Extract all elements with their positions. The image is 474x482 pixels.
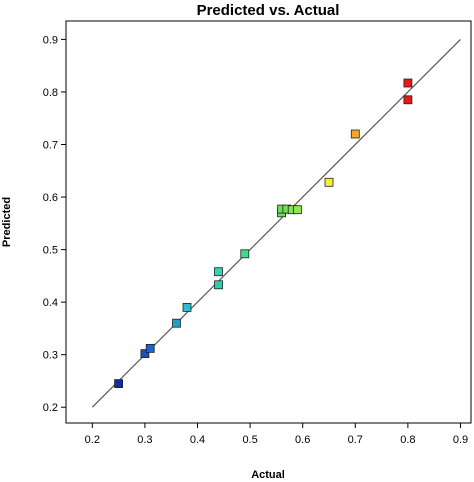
data-point (350, 129, 360, 139)
x-tick-label: 0.4 (190, 434, 205, 446)
x-tick-label: 0.9 (453, 434, 468, 446)
data-point (145, 343, 155, 353)
x-tick-label: 0.5 (242, 434, 257, 446)
data-point (140, 349, 150, 359)
x-tick-label: 0.6 (295, 434, 310, 446)
y-tick-label: 0.3 (43, 350, 58, 362)
x-tick-label: 0.8 (400, 434, 415, 446)
y-tick-label: 0.6 (43, 192, 58, 204)
data-point (324, 177, 334, 187)
x-axis: 0.2 0.3 0.4 0.5 0.6 0.7 0.8 0.9 (85, 423, 468, 446)
data-point (292, 205, 302, 215)
data-point (114, 379, 123, 389)
x-tick-label: 0.2 (85, 434, 100, 446)
data-point (403, 95, 413, 105)
y-tick-label: 0.9 (43, 34, 58, 46)
x-tick-label: 0.7 (348, 434, 363, 446)
y-axis: 0.2 0.3 0.4 0.5 0.6 0.7 0.8 0.9 (43, 34, 66, 414)
data-points (114, 78, 413, 389)
y-tick-label: 0.7 (43, 139, 58, 151)
data-point (214, 267, 223, 277)
data-point (172, 318, 181, 328)
y-tick-label: 0.2 (43, 402, 58, 414)
data-point (214, 280, 223, 290)
plot-frame (65, 20, 472, 424)
x-tick-label: 0.3 (137, 434, 152, 446)
x-axis-label: Actual (251, 469, 285, 481)
y-tick-label: 0.5 (43, 245, 58, 257)
chart-title: Predicted vs. Actual (197, 2, 340, 19)
y-tick-label: 0.4 (43, 297, 58, 309)
data-point (240, 249, 250, 259)
data-point (403, 78, 413, 88)
y-axis-label: Predicted (1, 197, 13, 247)
data-point (182, 302, 192, 312)
y-tick-label: 0.8 (43, 87, 58, 99)
